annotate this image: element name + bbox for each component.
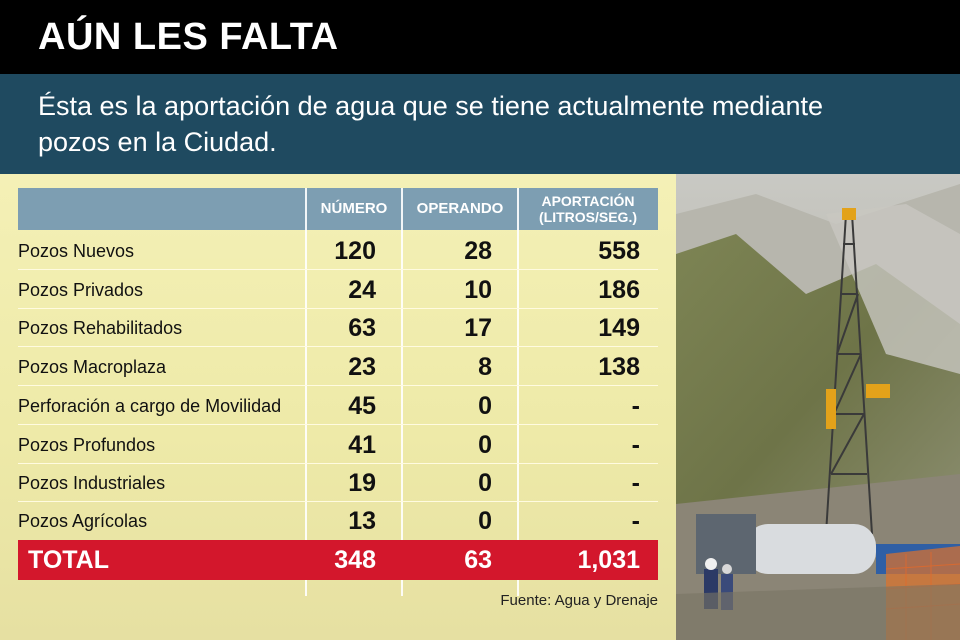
total-label: TOTAL [28,546,110,574]
table-row: Pozos Agrícolas 13 0 - [18,502,658,540]
table-header: NÚMERO OPERANDO APORTACIÓN (LITROS/SEG.) [18,188,658,230]
page-subtitle: Ésta es la aportación de agua que se tie… [0,74,960,174]
row-aportacion: 149 [598,314,640,342]
row-operando: 0 [478,392,492,420]
total-numero: 348 [334,546,376,574]
row-label: Pozos Macroplaza [18,357,167,377]
row-label: Pozos Agrícolas [18,511,148,531]
row-operando: 0 [478,507,492,535]
header-numero: NÚMERO [320,200,388,217]
row-label: Perforación a cargo de Movilidad [18,396,282,416]
table-row: Pozos Profundos 41 0 - [18,426,658,464]
table-row: Pozos Industriales 19 0 - [18,464,658,502]
row-operando: 28 [464,237,492,265]
row-label: Pozos Industriales [18,473,166,493]
header-operando: OPERANDO [416,200,504,217]
row-numero: 24 [348,276,376,304]
source-note: Fuente: Agua y Drenaje [500,592,658,609]
row-numero: 41 [348,431,376,459]
total-aportacion: 1,031 [577,546,640,574]
drilling-rig-photo [676,174,960,640]
row-numero: 19 [348,469,376,497]
row-label: Pozos Rehabilitados [18,318,183,338]
row-numero: 63 [348,314,376,342]
row-aportacion: - [631,431,640,459]
row-operando: 10 [464,276,492,304]
row-operando: 0 [478,431,492,459]
row-aportacion: - [631,469,640,497]
row-label: Pozos Profundos [18,435,156,455]
row-aportacion: 138 [598,353,640,381]
row-numero: 13 [348,507,376,535]
column-divider [305,188,307,596]
row-aportacion: 186 [598,276,640,304]
row-numero: 45 [348,392,376,420]
row-aportacion: - [631,392,640,420]
table-row: Pozos Macroplaza 23 8 138 [18,348,658,386]
subtitle-line-2: pozos en la Ciudad. [38,127,277,157]
table-row: Pozos Privados 24 10 186 [18,271,658,309]
wells-table: NÚMERO OPERANDO APORTACIÓN (LITROS/SEG.)… [0,174,676,640]
header-aportacion-line-1: APORTACIÓN [541,193,635,209]
header-aportacion: APORTACIÓN (LITROS/SEG.) [518,188,658,230]
total-row: TOTAL 348 63 1,031 [18,540,658,580]
column-divider [401,188,403,596]
table-row: Perforación a cargo de Movilidad 45 0 - [18,387,658,425]
subtitle-line-1: Ésta es la aportación de agua que se tie… [38,91,824,121]
row-operando: 0 [478,469,492,497]
row-numero: 120 [334,237,376,265]
header-aportacion-line-2: (LITROS/SEG.) [539,209,637,225]
row-operando: 17 [464,314,492,342]
table-row: Pozos Rehabilitados 63 17 149 [18,309,658,347]
column-divider [517,188,519,596]
row-aportacion: - [631,507,640,535]
row-label: Pozos Privados [18,280,144,300]
page-title: AÚN LES FALTA [0,0,960,74]
row-operando: 8 [478,353,492,381]
table-row: Pozos Nuevos 120 28 558 [18,232,658,270]
row-numero: 23 [348,353,376,381]
row-aportacion: 558 [598,237,640,265]
row-label: Pozos Nuevos [18,241,135,261]
total-operando: 63 [464,546,492,574]
